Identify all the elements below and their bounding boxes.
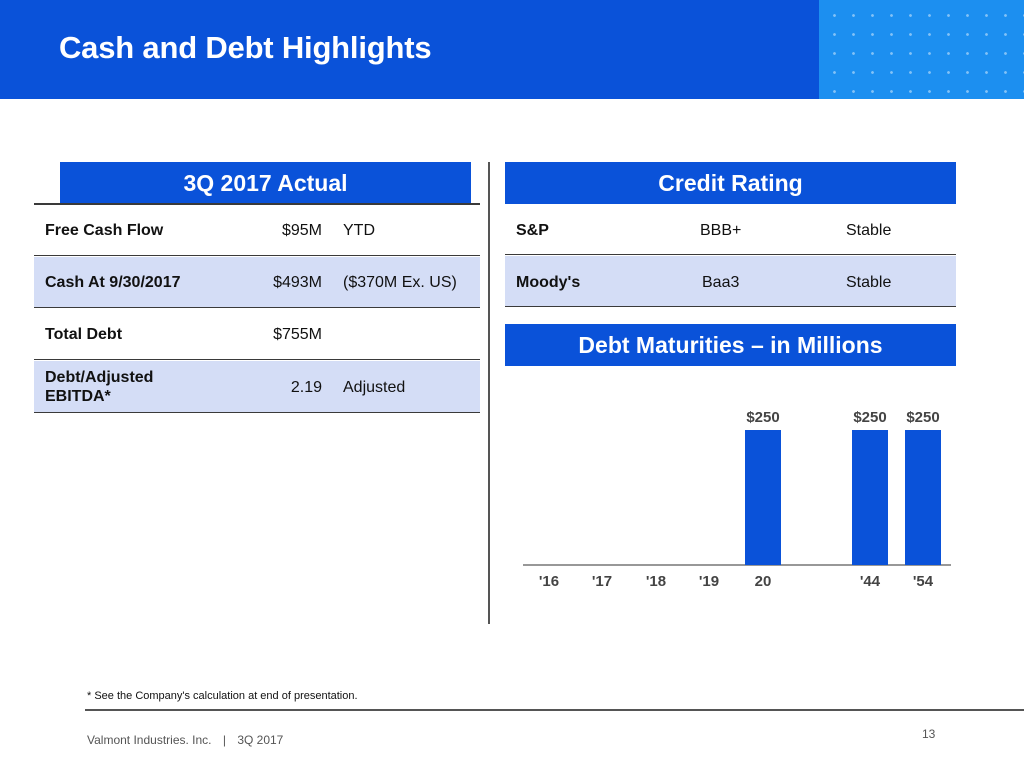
rating-agency: S&P	[516, 222, 549, 239]
footer-company: Valmont Industries. Inc.	[87, 733, 212, 747]
chart-data-label: $250	[906, 409, 939, 426]
table-row-free-cash-flow: Free Cash Flow $95M YTD	[34, 205, 480, 256]
chart-data-label: $250	[853, 409, 886, 426]
row-amount: 2.19	[290, 379, 322, 396]
chart-x-tick-label: '18	[646, 573, 666, 590]
actual-panel-header: 3Q 2017 Actual	[60, 162, 471, 204]
row-amount: $95M	[281, 222, 322, 239]
row-note: YTD	[343, 222, 375, 239]
table-row-cash: Cash At 9/30/2017 $493M ($370M Ex. US)	[34, 257, 480, 308]
chart-bar	[852, 430, 888, 565]
chart-x-tick-label: 20	[755, 573, 772, 590]
table-row-debt-ebitda: Debt/Adjusted EBITDA* 2.19 Adjusted	[34, 361, 480, 413]
page-number: 13	[922, 727, 936, 741]
row-label-line2: EBITDA*	[45, 388, 111, 405]
chart-data-label: $250	[746, 409, 779, 426]
rating-row-moodys: Moody's Baa3 Stable	[505, 256, 956, 307]
row-amount: $493M	[273, 274, 322, 291]
chart-bar	[905, 430, 941, 565]
chart-x-tick-label: '54	[913, 573, 934, 590]
rating-row-sp: S&P BBB+ Stable	[505, 204, 956, 255]
rating-agency: Moody's	[516, 274, 581, 291]
rating-value: BBB+	[700, 222, 742, 239]
rating-value: Baa3	[702, 274, 740, 291]
chart-x-tick-label: '19	[699, 573, 719, 590]
header-dot-pattern	[819, 0, 1024, 99]
row-label: Free Cash Flow	[45, 222, 164, 239]
row-label-line1: Debt/Adjusted	[45, 369, 154, 386]
row-note: ($370M Ex. US)	[343, 274, 457, 291]
row-label: Cash At 9/30/2017	[45, 274, 181, 291]
rating-outlook: Stable	[846, 222, 892, 239]
debt-maturities-chart: '16 '17 '18 '19 $250 20 $250 '44 $250 '54	[505, 400, 956, 600]
footnote: * See the Company's calculation at end o…	[87, 690, 358, 702]
chart-x-tick-label: '17	[592, 573, 612, 590]
debt-maturities-header: Debt Maturities – in Millions	[505, 324, 956, 366]
page-title: Cash and Debt Highlights	[59, 30, 432, 65]
header-bar: Cash and Debt Highlights	[0, 0, 1024, 99]
chart-canvas: '16 '17 '18 '19 $250 20 $250 '44 $250 '54	[523, 409, 951, 590]
table-row-total-debt: Total Debt $755M	[34, 309, 480, 360]
credit-rating-header: Credit Rating	[505, 162, 956, 204]
row-label: Total Debt	[45, 326, 123, 343]
footer-info: Valmont Industries. Inc. | 3Q 2017	[87, 733, 283, 747]
vertical-divider	[488, 162, 490, 624]
chart-x-tick-label: '44	[860, 573, 881, 590]
row-amount: $755M	[273, 326, 322, 343]
rating-outlook: Stable	[846, 274, 892, 291]
actual-table-top-rule	[34, 203, 480, 205]
chart-bar	[745, 430, 781, 565]
footer-rule	[85, 709, 1024, 711]
chart-x-tick-label: '16	[539, 573, 559, 590]
footer-period: 3Q 2017	[237, 733, 284, 747]
footer-separator: |	[222, 733, 226, 747]
row-note: Adjusted	[343, 379, 406, 396]
